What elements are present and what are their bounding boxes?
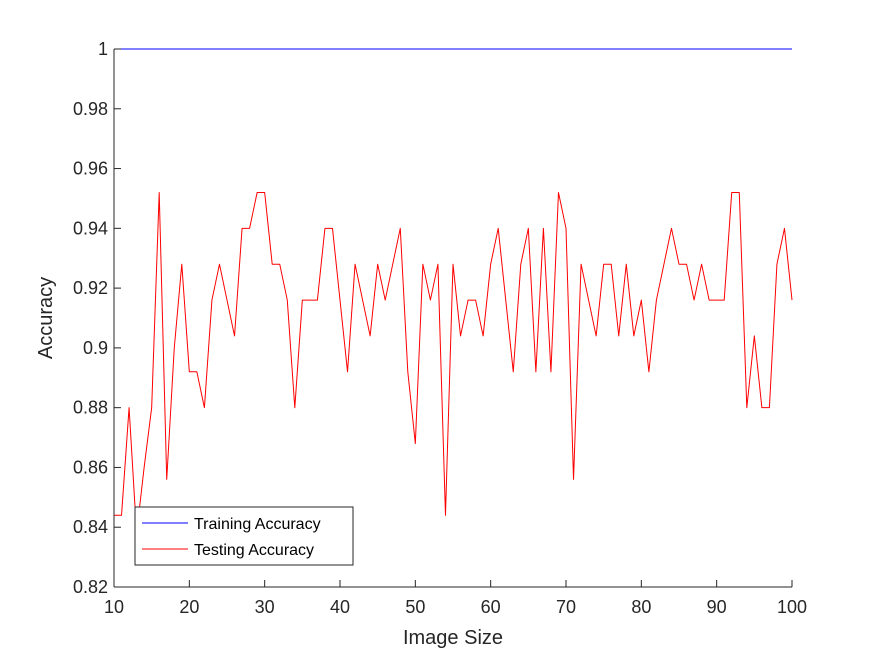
x-tick-label: 80 [631,597,651,617]
y-tick-label: 0.96 [73,159,108,179]
legend-box [134,506,354,566]
legend: Training Accuracy Testing Accuracy [134,506,354,566]
x-tick-label: 50 [405,597,425,617]
series-line-testing-accuracy [114,191,793,534]
y-tick-label: 0.9 [83,338,108,358]
x-tick-label: 70 [556,597,576,617]
legend-label-training: Training Accuracy [194,516,321,533]
y-tick-label: 0.98 [73,99,108,119]
x-tick-label: 60 [481,597,501,617]
x-tick-label: 10 [104,597,124,617]
x-tick-label: 40 [330,597,350,617]
y-tick-label: 0.86 [73,457,108,477]
y-tick-label: 0.82 [73,577,108,597]
x-axis-label: Image Size [403,627,503,649]
x-tick-label: 90 [707,597,727,617]
y-tick-label: 0.92 [73,278,108,298]
y-tick-label: 1 [98,39,108,59]
legend-label-testing: Testing Accuracy [194,542,314,559]
plot-area [114,49,792,587]
series-layer [114,48,793,534]
x-tick-label: 100 [777,597,807,617]
x-tick-label: 30 [255,597,275,617]
x-tick-label: 20 [179,597,199,617]
y-axis-label: Accuracy [35,277,57,359]
y-tick-label: 0.94 [73,218,108,238]
y-tick-label: 0.84 [73,517,108,537]
axes-layer: 10 20 30 40 50 60 70 80 90 100 0.82 0.84 0.86 0.88 0.9… [73,39,807,617]
y-tick-label: 0.88 [73,398,108,418]
